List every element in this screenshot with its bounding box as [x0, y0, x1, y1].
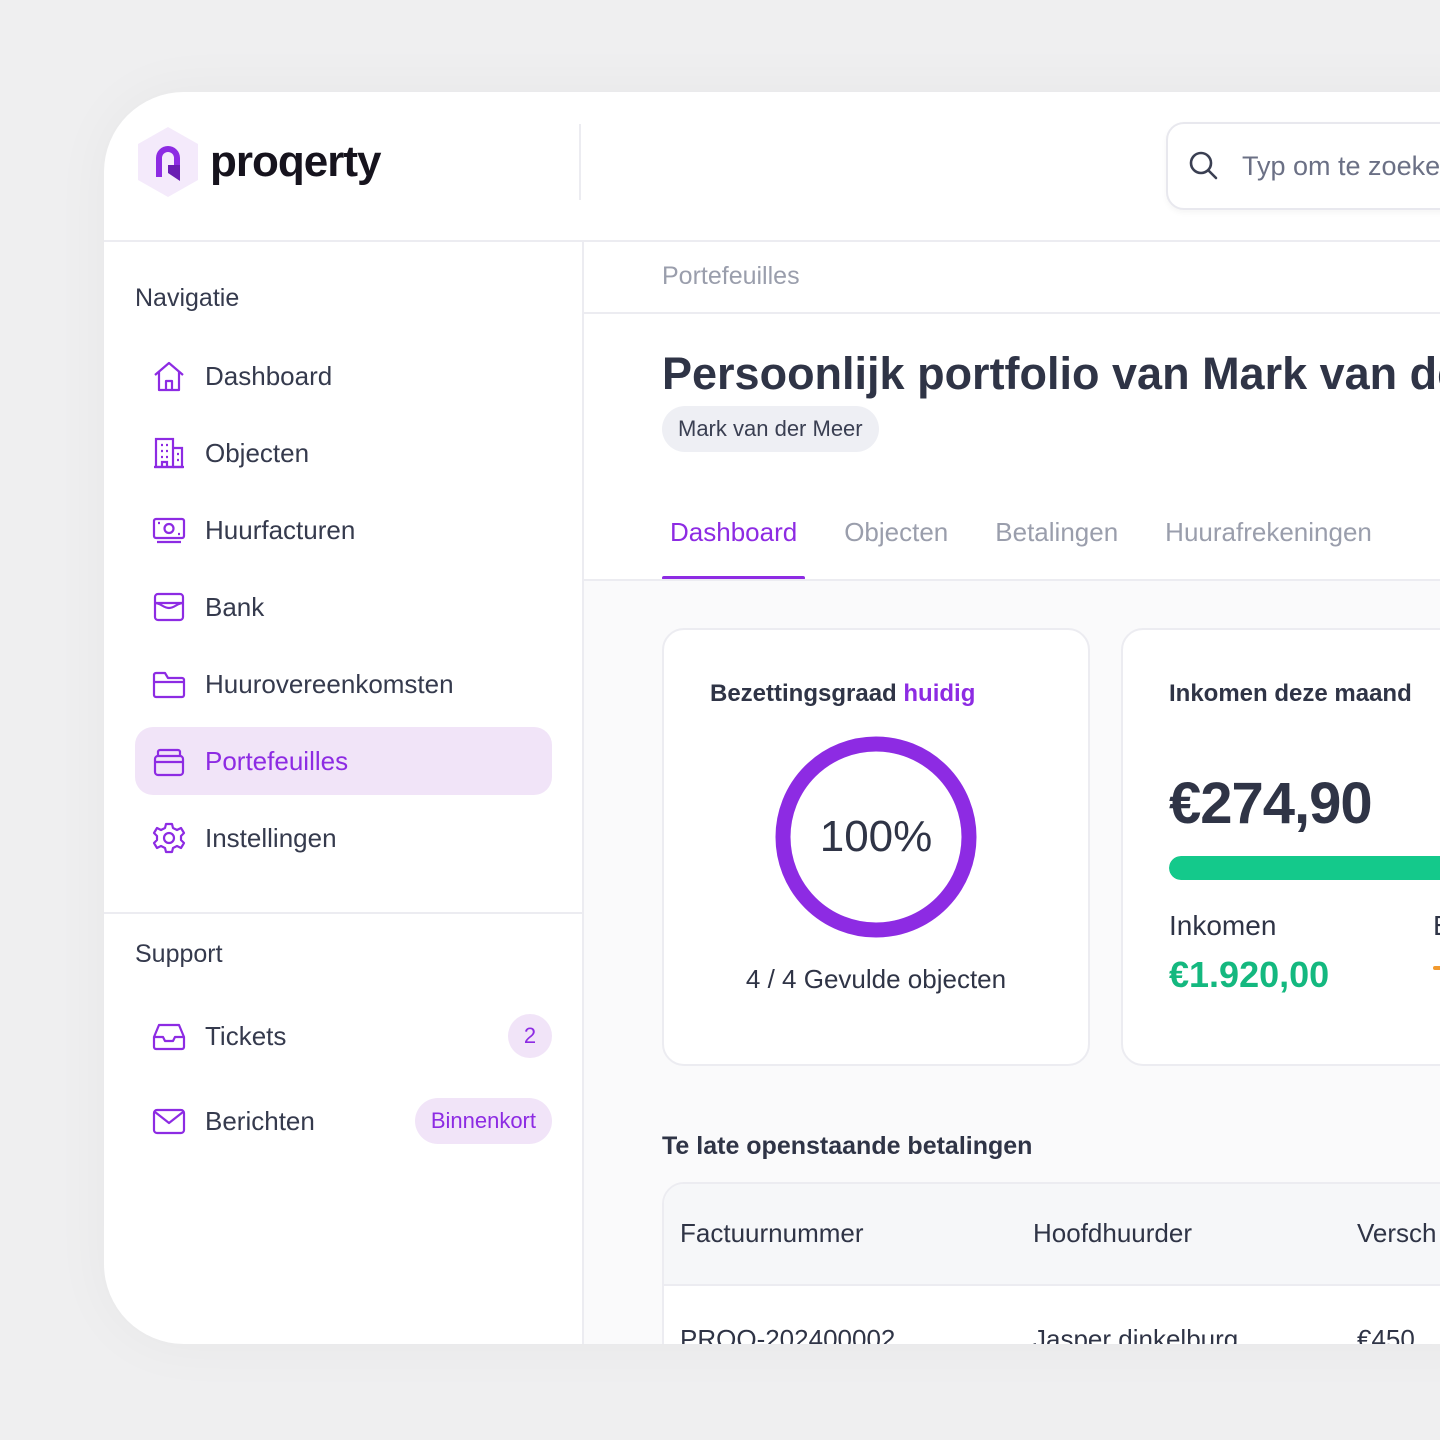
late-payments-title: Te late openstaande betalingen: [662, 1132, 1033, 1160]
expense-label: E: [1433, 910, 1440, 942]
sidebar-item-label: Objecten: [205, 437, 310, 468]
column-header[interactable]: Versch: [1357, 1218, 1437, 1248]
occupancy-subtitle: 4 / 4 Gevulde objecten: [745, 964, 1007, 994]
sidebar-item-huurovereenkomsten[interactable]: Huurovereenkomsten: [135, 650, 552, 718]
sidebar-item-label: Tickets: [205, 1020, 287, 1051]
owner-chip: Mark van der Meer: [662, 406, 879, 452]
support-section-title: Support: [135, 940, 223, 968]
tab-betalingen[interactable]: Betalingen: [995, 517, 1119, 547]
home-icon: [150, 357, 188, 395]
proqerty-logo-icon: [134, 125, 202, 199]
money-icon: [150, 511, 188, 549]
tab-bar: Dashboard Objecten Betalingen Huurafreke…: [662, 512, 1411, 580]
sidebar-item-dashboard[interactable]: Dashboard: [135, 342, 552, 410]
search-icon: [1189, 151, 1218, 180]
tab-dashboard[interactable]: Dashboard: [662, 512, 806, 580]
sidebar-item-instellingen[interactable]: Instellingen: [135, 804, 552, 872]
late-payments-table: Factuurnummer Hoofdhuurder Versch PROQ-2…: [662, 1182, 1440, 1344]
expense-value-mark: [1433, 966, 1440, 970]
brand-logo[interactable]: proqerty: [134, 125, 381, 199]
column-header[interactable]: Factuurnummer: [680, 1218, 864, 1248]
sidebar-item-label: Berichten: [205, 1105, 315, 1136]
sidebar-item-tickets[interactable]: Tickets 2: [135, 1002, 552, 1070]
sidebar-item-portefeuilles[interactable]: Portefeuilles: [135, 727, 552, 795]
table-cell: Jasper dinkelburg: [1033, 1324, 1239, 1344]
bank-icon: [150, 588, 188, 626]
occupancy-title: Bezettingsgraad huidig: [710, 680, 975, 708]
page-title: Persoonlijk portfolio van Mark van der M…: [662, 348, 1440, 399]
sidebar-item-huurfacturen[interactable]: Huurfacturen: [135, 496, 552, 564]
sidebar-item-objecten[interactable]: Objecten: [135, 419, 552, 487]
sidebar-border: [582, 242, 584, 1344]
header-divider: [579, 124, 581, 200]
mail-icon: [150, 1102, 188, 1140]
nav-section-title: Navigatie: [135, 284, 240, 312]
sidebar-item-label: Huurfacturen: [205, 514, 356, 545]
breadcrumb[interactable]: Portefeuilles: [662, 262, 800, 290]
occupancy-card: Bezettingsgraad huidig 100% 4 / 4 Gevuld…: [662, 628, 1090, 1066]
table-header: [664, 1184, 1440, 1286]
income-card: Inkomen deze maand €274,90 Inkomen €1.92…: [1121, 628, 1440, 1066]
income-label: Inkomen: [1169, 910, 1277, 941]
sidebar-item-label: Bank: [205, 591, 265, 622]
building-icon: [150, 434, 188, 472]
gear-icon: [150, 819, 188, 857]
header-divider-line: [104, 240, 1440, 242]
tickets-count-badge: 2: [508, 1014, 552, 1058]
column-header[interactable]: Hoofdhuurder: [1033, 1218, 1192, 1248]
occupancy-title-text: Bezettingsgraad: [710, 680, 897, 707]
sidebar-item-label: Instellingen: [205, 822, 337, 853]
folder-icon: [150, 665, 188, 703]
app-window: proqerty Navigatie Dashboard Objecten: [104, 92, 1440, 1344]
search-input[interactable]: [1242, 150, 1440, 182]
tab-huurafrekeningen[interactable]: Huurafrekeningen: [1165, 517, 1372, 547]
tab-objecten[interactable]: Objecten: [844, 517, 949, 547]
sidebar-item-bank[interactable]: Bank: [135, 573, 552, 641]
sidebar-item-label: Huurovereenkomsten: [205, 668, 454, 699]
income-title: Inkomen deze maand: [1169, 680, 1412, 707]
inbox-icon: [150, 1017, 188, 1055]
sidebar-item-label: Dashboard: [205, 360, 333, 391]
table-cell: €450: [1357, 1324, 1415, 1344]
coming-soon-badge: Binnenkort: [414, 1098, 552, 1144]
sidebar-item-berichten[interactable]: Berichten Binnenkort: [135, 1087, 552, 1155]
tabs-divider: [584, 579, 1440, 581]
income-progress-fill: [1169, 856, 1440, 880]
income-value: €1.920,00: [1169, 954, 1330, 995]
table-cell[interactable]: PROQ-202400002: [680, 1324, 896, 1344]
occupancy-ring: [775, 736, 977, 938]
occupancy-ring-fill: [775, 736, 977, 938]
occupancy-title-accent: huidig: [903, 680, 976, 707]
sidebar-item-label: Portefeuilles: [205, 745, 349, 776]
brand-name: proqerty: [210, 137, 381, 186]
income-amount: €274,90: [1169, 771, 1373, 836]
sidebar-divider: [104, 912, 582, 914]
breadcrumb-divider: [584, 312, 1440, 314]
search-box[interactable]: [1166, 122, 1440, 210]
portfolio-icon: [150, 742, 188, 780]
occupancy-percent: 100%: [819, 812, 933, 861]
income-progress-bar: [1169, 856, 1440, 880]
